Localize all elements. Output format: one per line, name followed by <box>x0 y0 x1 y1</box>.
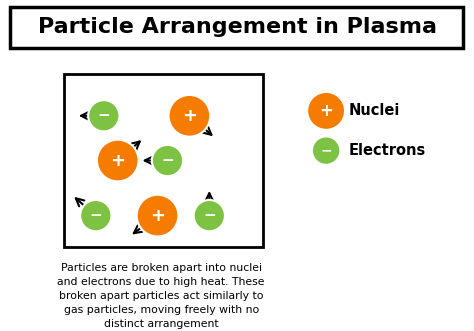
Ellipse shape <box>88 100 119 131</box>
Text: Particle Arrangement in Plasma: Particle Arrangement in Plasma <box>37 18 437 37</box>
Bar <box>10 7 463 48</box>
Text: +: + <box>182 107 197 125</box>
Text: Electrons: Electrons <box>348 143 426 158</box>
Text: −: − <box>320 144 332 158</box>
Text: −: − <box>203 208 216 223</box>
Text: +: + <box>110 152 125 169</box>
Ellipse shape <box>169 95 210 137</box>
Text: −: − <box>161 153 174 168</box>
Bar <box>64 74 263 247</box>
Ellipse shape <box>97 140 138 181</box>
Ellipse shape <box>137 195 178 236</box>
Text: Nuclei: Nuclei <box>348 103 400 118</box>
Text: Particles are broken apart into nuclei
and electrons due to high heat. These
bro: Particles are broken apart into nuclei a… <box>57 263 265 329</box>
Ellipse shape <box>307 92 345 130</box>
Text: +: + <box>150 207 165 225</box>
Text: −: − <box>90 208 102 223</box>
Text: +: + <box>319 102 333 120</box>
Text: −: − <box>98 108 110 123</box>
Ellipse shape <box>80 200 111 231</box>
Ellipse shape <box>194 200 225 231</box>
Ellipse shape <box>152 145 183 176</box>
Ellipse shape <box>312 136 340 165</box>
